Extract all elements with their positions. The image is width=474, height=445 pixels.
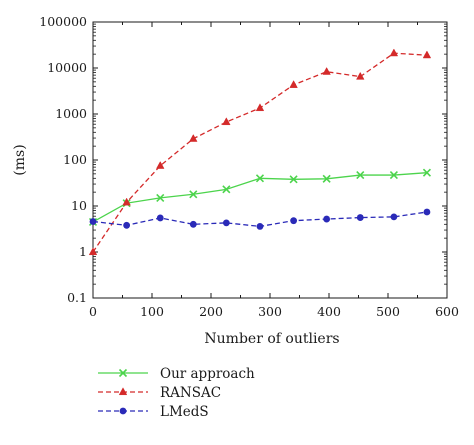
data-point-triangle-marker: [222, 117, 231, 126]
data-point-triangle-marker: [118, 387, 128, 396]
data-point-circle-marker: [222, 219, 230, 227]
data-point-circle-marker: [290, 217, 297, 225]
x-tick-label: 500: [376, 304, 400, 319]
data-point-x-marker: [356, 171, 365, 180]
y-tick-label: 100: [63, 152, 87, 167]
legend-entry: Our approach: [98, 366, 255, 382]
legend-entry: RANSAC: [98, 385, 221, 401]
data-point-x-marker: [422, 168, 432, 177]
x-tick-label: 100: [140, 304, 164, 319]
data-point-circle-marker: [323, 215, 331, 223]
data-point-circle-marker: [123, 221, 131, 229]
data-point-triangle-marker: [255, 103, 265, 112]
data-point-x-marker: [322, 174, 331, 183]
data-point-circle-marker: [256, 223, 264, 230]
x-axis-title: Number of outliers: [204, 331, 339, 347]
data-point-circle-marker: [156, 214, 164, 222]
y-tick-label: 100000: [39, 14, 87, 29]
legend-label: LMedS: [160, 404, 209, 420]
x-tick-label: 200: [199, 304, 223, 319]
data-point-x-marker: [189, 190, 198, 199]
data-point-triangle-marker: [322, 66, 331, 75]
legend-entry: LMedS: [98, 404, 209, 420]
data-point-triangle-marker: [389, 48, 399, 57]
plot-frame: [92, 21, 448, 299]
x-tick-label: 0: [89, 304, 97, 319]
legend-label: RANSAC: [160, 385, 221, 401]
y-tick-label: 10000: [47, 60, 87, 75]
data-point-triangle-marker: [189, 134, 198, 142]
data-point-circle-marker: [390, 213, 398, 221]
data-point-circle-marker: [89, 218, 97, 225]
y-tick-label: 0.1: [67, 290, 87, 305]
x-tick-label: 600: [435, 304, 459, 319]
y-axis-title: (ms): [12, 144, 28, 175]
y-tick-label: 1: [79, 244, 87, 259]
data-point-circle-marker: [423, 208, 431, 216]
data-point-triangle-marker: [156, 161, 165, 169]
x-tick-label: 400: [317, 304, 341, 319]
series-line: [92, 172, 427, 223]
series-lmeds: [89, 208, 431, 230]
series-ransac: [88, 48, 432, 256]
legend-label: Our approach: [160, 366, 255, 382]
data-point-triangle-marker: [88, 247, 98, 256]
data-point-x-marker: [222, 185, 231, 194]
y-tick-label: 10: [71, 198, 87, 213]
data-point-circle-marker: [356, 214, 364, 221]
data-point-x-marker: [289, 175, 298, 184]
data-point-x-marker: [255, 174, 265, 183]
data-point-triangle-marker: [356, 71, 365, 80]
data-point-triangle-marker: [422, 50, 432, 59]
data-point-triangle-marker: [122, 197, 131, 206]
data-point-x-marker: [389, 171, 398, 180]
data-point-circle-marker: [119, 407, 127, 415]
x-tick-label: 300: [258, 304, 282, 319]
y-tick-label: 1000: [55, 106, 87, 121]
data-point-x-marker: [156, 193, 165, 202]
data-point-x-marker: [118, 368, 128, 378]
data-point-circle-marker: [189, 220, 197, 228]
data-point-triangle-marker: [289, 80, 298, 88]
